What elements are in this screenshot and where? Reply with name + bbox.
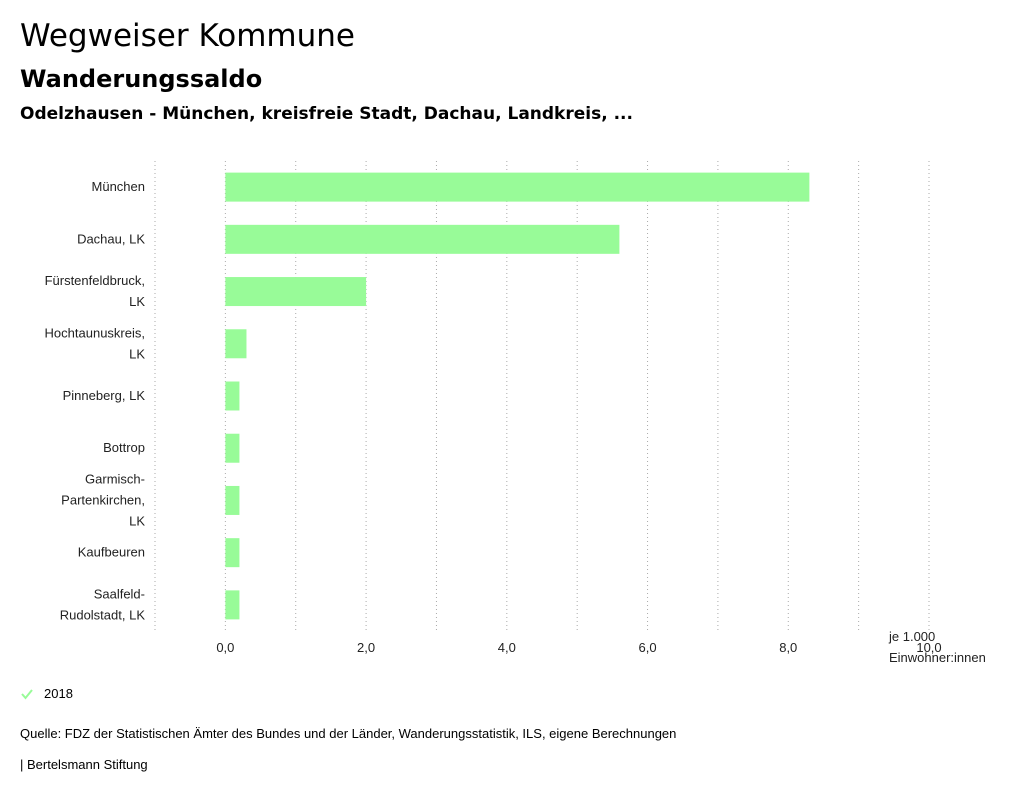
- unit-label: je 1.000: [888, 629, 935, 644]
- page-title: Wegweiser Kommune: [20, 18, 355, 54]
- category-label: Hochtaunuskreis, LK: [45, 325, 146, 361]
- bar: [225, 381, 240, 411]
- legend-label: 2018: [44, 686, 73, 701]
- x-tick-label: 2,0: [357, 640, 375, 655]
- category-label: Fürstenfeldbruck, LK: [45, 273, 146, 309]
- category-label: Bottrop: [103, 440, 145, 455]
- bar: [225, 538, 240, 568]
- x-tick-label: 8,0: [779, 640, 797, 655]
- region-label: Odelzhausen - München, kreisfreie Stadt,…: [20, 104, 633, 124]
- check-icon: [21, 688, 33, 700]
- category-label: Kaufbeuren: [78, 545, 145, 560]
- x-tick-label: 6,0: [639, 640, 657, 655]
- source-note: Quelle: FDZ der Statistischen Ämter des …: [20, 726, 677, 741]
- unit-label: Einwohner:innen: [889, 650, 986, 665]
- legend[interactable]: 2018: [20, 686, 73, 701]
- category-label: Saalfeld-Rudolstadt, LK: [60, 586, 146, 622]
- bar: [225, 172, 810, 202]
- x-tick-label: 0,0: [216, 640, 234, 655]
- category-label: Dachau, LK: [77, 231, 145, 246]
- bar: [225, 433, 240, 463]
- brand-label: | Bertelsmann Stiftung: [20, 757, 148, 772]
- category-label: Pinneberg, LK: [63, 388, 146, 403]
- bar: [225, 485, 240, 515]
- bar: [225, 329, 247, 359]
- bar: [225, 224, 620, 254]
- bar: [225, 590, 240, 620]
- category-label: München: [92, 179, 145, 194]
- bar-chart: München Dachau, LK Fürstenfeldbruck, LK Hoch…: [45, 161, 986, 665]
- bar: [225, 277, 367, 307]
- category-label: Garmisch-Partenkirchen, LK: [61, 471, 145, 528]
- x-tick-label: 4,0: [498, 640, 516, 655]
- x-tick-label: 10,0: [916, 640, 941, 655]
- chart-subtitle: Wanderungssaldo: [20, 65, 263, 93]
